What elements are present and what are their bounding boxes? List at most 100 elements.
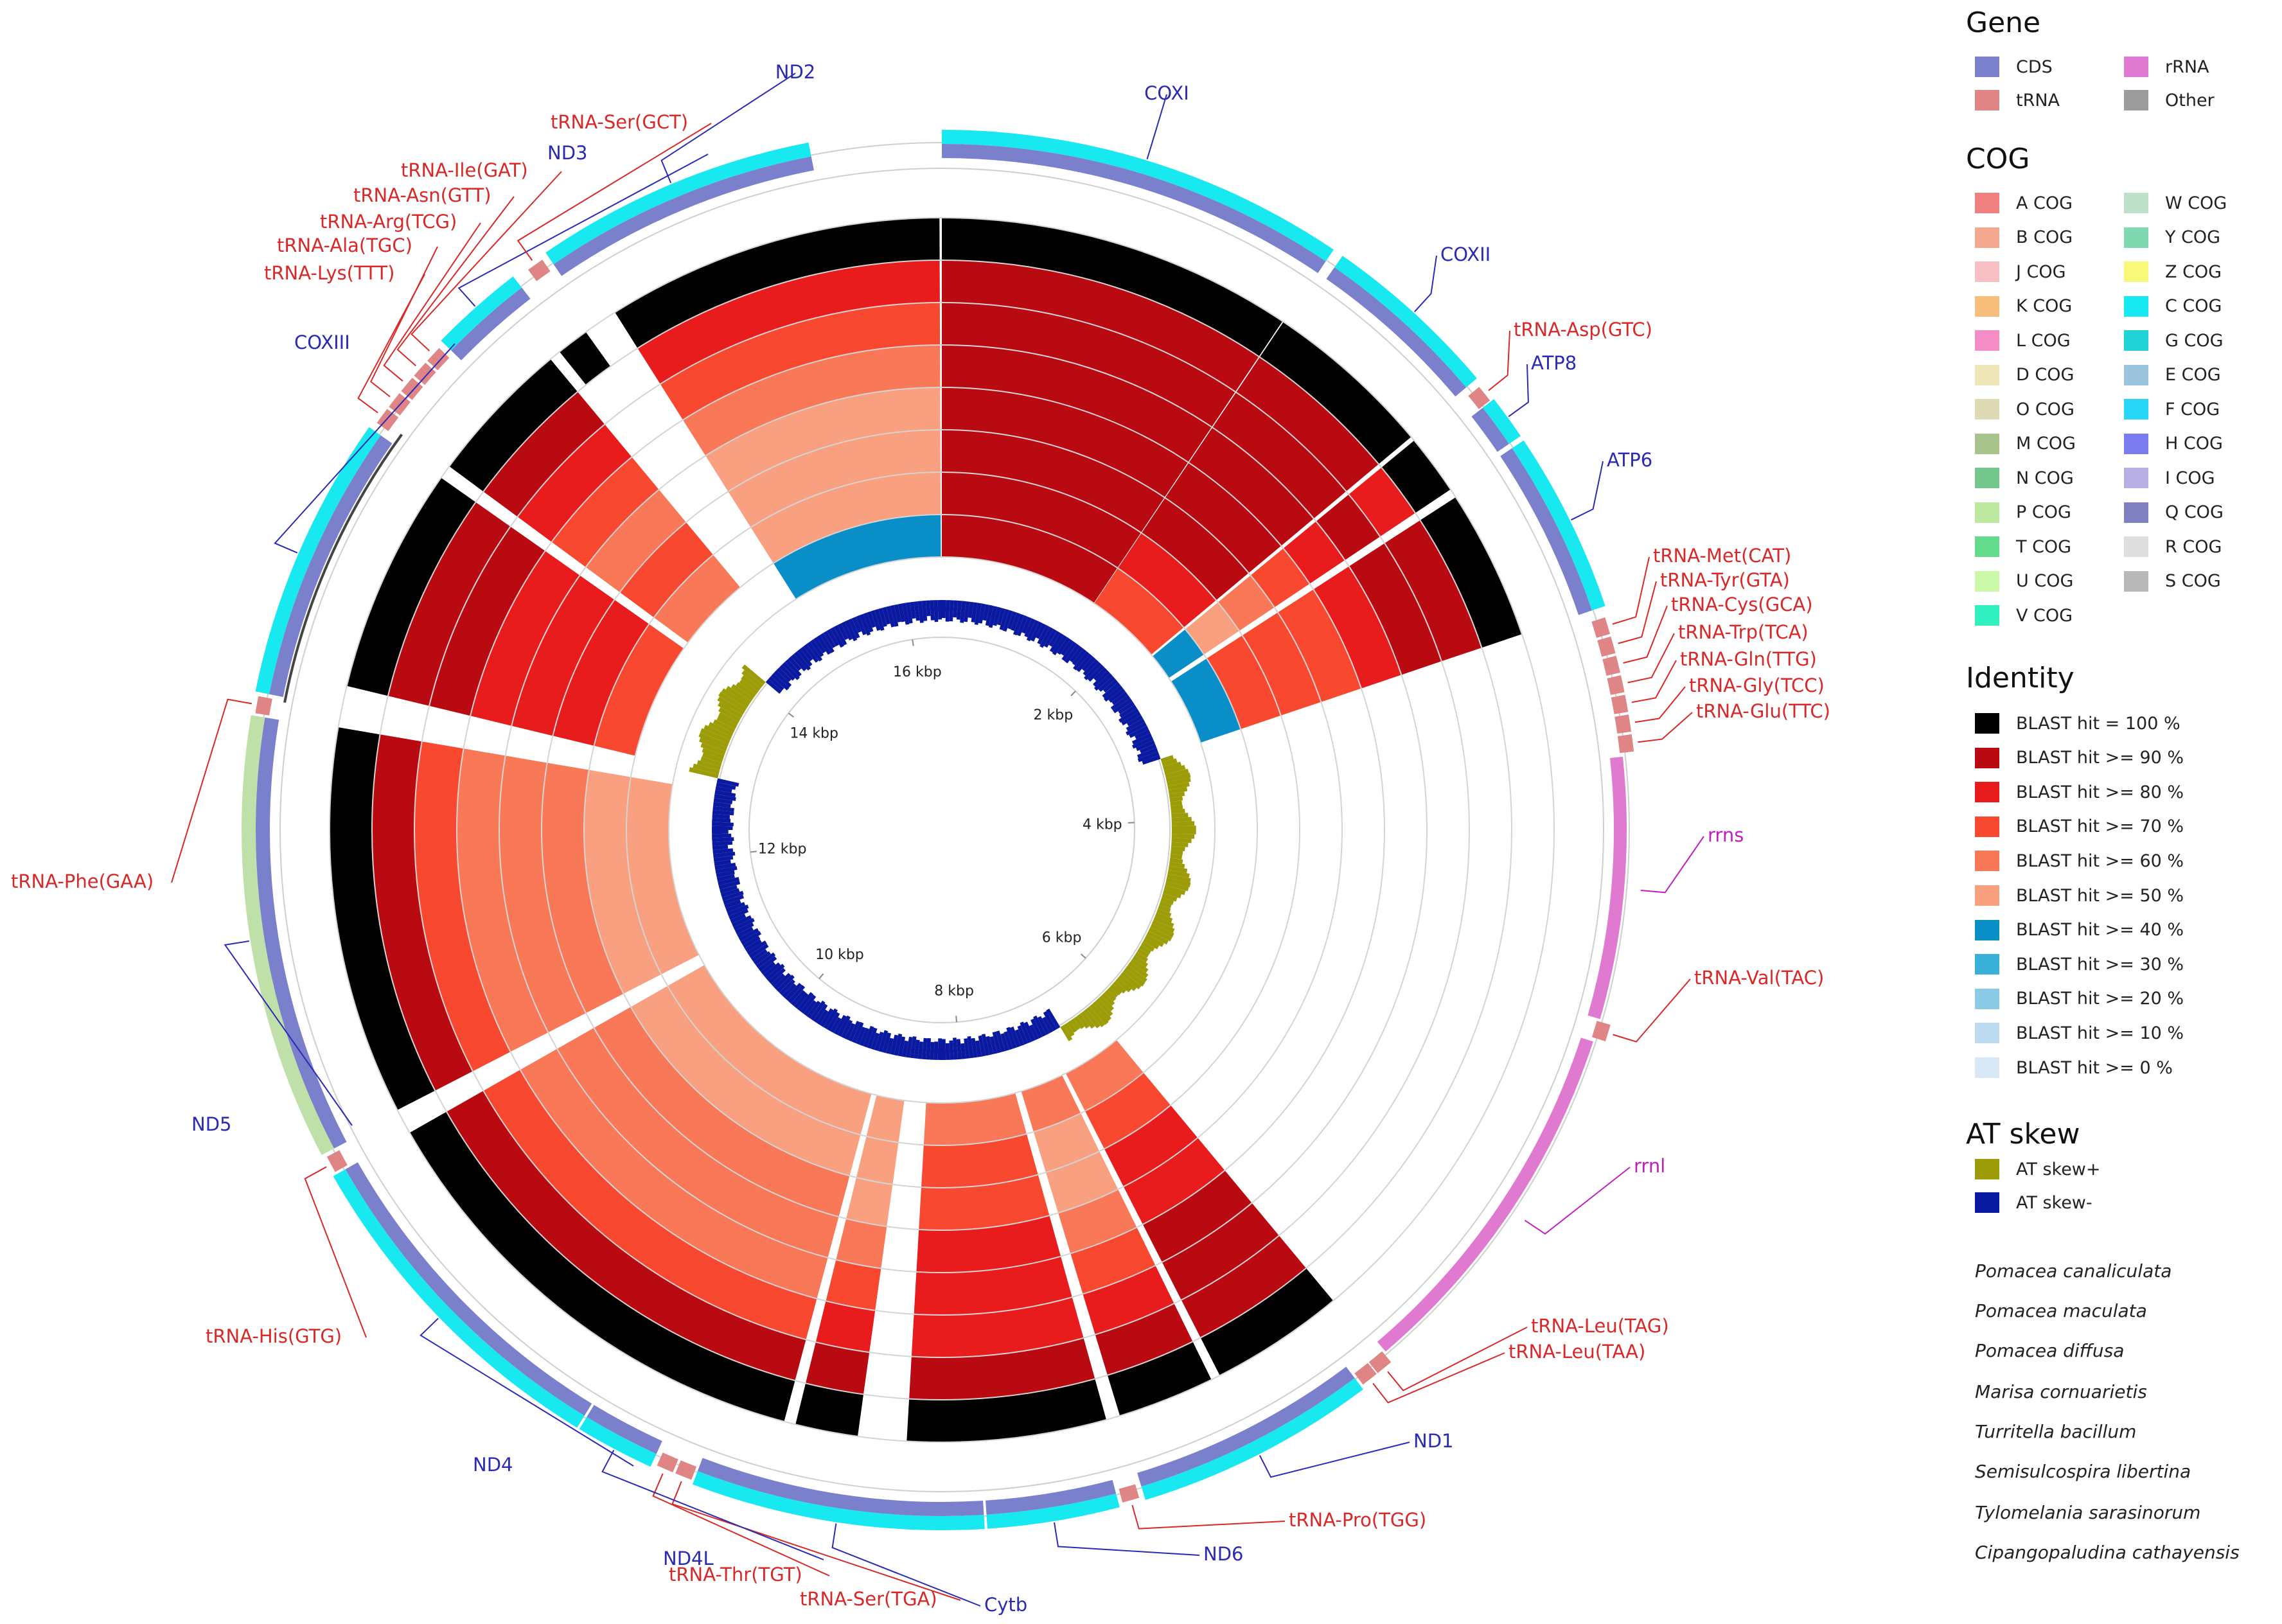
at-skew-bar — [741, 675, 761, 692]
gene-label: tRNA-Leu(TAG) — [1531, 1315, 1669, 1337]
legend-swatch — [1975, 570, 1999, 592]
blast-hit-segment — [942, 345, 1212, 463]
legend-item: BLAST hit >= 60 % — [1975, 851, 2184, 872]
blast-hit-segment — [557, 1028, 839, 1258]
gene-label: ATP6 — [1607, 449, 1652, 471]
gene-label: ND5 — [191, 1113, 231, 1135]
gene-leader-line — [1488, 330, 1510, 391]
cog-block — [1482, 399, 1521, 444]
gene-leader-line — [1571, 461, 1604, 521]
kbp-tick-label: 4 kbp — [1083, 816, 1122, 833]
at-skew-bar — [1043, 1011, 1057, 1032]
legend-swatch — [1975, 954, 1999, 975]
gene-leader-line — [1054, 1522, 1200, 1556]
kbp-tick — [1070, 691, 1076, 696]
species-label: Marisa cornuarietis — [1975, 1381, 2147, 1402]
at-skew-bar — [791, 653, 807, 671]
blast-hit-segment — [1171, 658, 1241, 743]
at-skew-bar — [1108, 688, 1126, 703]
at-skew-bar — [949, 1040, 954, 1060]
ring-guide — [414, 302, 1470, 1358]
at-skew-bar — [953, 600, 958, 618]
blast-hit-segment — [1277, 589, 1361, 702]
legend-item: BLAST hit >= 90 % — [1975, 747, 2184, 768]
at-skew-bar — [718, 880, 741, 890]
cog-ring — [242, 130, 1605, 1531]
at-skew-bar — [827, 628, 840, 647]
at-skew-bar — [712, 848, 734, 854]
blast-hit-segment — [660, 303, 941, 420]
gene-leader-line — [171, 698, 252, 883]
gene-block — [587, 1405, 662, 1454]
at-skew-bar — [763, 962, 781, 978]
cog-block — [942, 130, 1334, 261]
at-skew-bar — [844, 620, 858, 642]
blast-hit-segment — [705, 387, 941, 492]
gene-block — [1611, 694, 1629, 714]
at-skew-bar — [689, 767, 719, 779]
gene-label: ND4 — [473, 1454, 513, 1476]
blast-hit-segment — [1084, 1072, 1171, 1149]
at-skew-bar — [1160, 755, 1174, 763]
cog-block — [255, 427, 381, 694]
at-skew-bar — [906, 1036, 913, 1058]
cog-block — [242, 715, 334, 1155]
at-skew-bar — [1167, 874, 1191, 883]
blast-hit-segment — [942, 515, 1118, 603]
at-skew-bar — [978, 603, 986, 624]
at-skew-bar — [771, 673, 790, 691]
at-skew-bar — [878, 1030, 889, 1052]
at-skew-bar — [949, 600, 954, 622]
blast-hit-segment — [942, 218, 1283, 357]
blast-hit-segment — [909, 1337, 1095, 1400]
at-skew-bar — [782, 662, 800, 680]
at-skew-bar — [978, 1035, 986, 1057]
at-skew-bar — [1169, 861, 1185, 869]
at-skew-bar — [1171, 830, 1196, 834]
legend-swatch — [2124, 502, 2148, 523]
blast-hit-segment — [346, 477, 476, 696]
at-skew-bar — [1158, 905, 1171, 913]
at-skew-bar — [1039, 626, 1054, 648]
blast-hit-segment — [826, 1260, 881, 1311]
at-skew-bar — [739, 679, 759, 695]
at-skew-bar — [1143, 938, 1160, 949]
at-skew-bar — [809, 639, 824, 657]
cog-block — [1334, 256, 1477, 388]
at-skew-bar — [1137, 747, 1158, 759]
legend-item: B COG — [1975, 227, 2073, 248]
at-skew-bar — [716, 870, 735, 878]
at-skew-bar — [712, 837, 734, 842]
at-skew-bar — [1130, 958, 1149, 973]
at-skew-bar — [713, 851, 736, 858]
legend-swatch — [1975, 919, 1999, 940]
at-skew-bar — [926, 600, 931, 617]
at-skew-bar — [1165, 768, 1189, 779]
gene-block — [1119, 1484, 1140, 1503]
at-skew-bar — [1046, 1009, 1061, 1029]
at-skew-bar — [721, 688, 749, 709]
legend-swatch — [1975, 536, 1999, 557]
blast-hit-segment — [1123, 1138, 1225, 1224]
blast-hit-segment — [1420, 497, 1522, 648]
gene-block — [255, 696, 272, 716]
at-skew-bar — [714, 860, 731, 866]
blast-hit-segment — [1316, 494, 1381, 560]
cog-block — [1141, 1378, 1363, 1500]
at-skew-bar — [968, 601, 974, 618]
legend-item: C COG — [2124, 296, 2222, 317]
at-skew-bar — [1171, 804, 1183, 810]
at-skew-bar — [942, 1039, 946, 1060]
blast-hit-segment — [560, 331, 611, 385]
at-skew-bar — [702, 752, 723, 763]
gene-leader-line — [1623, 605, 1668, 664]
at-skew-bar — [1093, 670, 1110, 687]
at-skew-bar — [1087, 664, 1105, 682]
at-skew-bar — [712, 806, 734, 812]
legend-item: N COG — [1975, 468, 2074, 488]
at-skew-bar — [700, 743, 726, 755]
at-skew-bar — [712, 825, 733, 830]
at-skew-bar — [985, 605, 994, 626]
kbp-tick-label: 10 kbp — [815, 947, 864, 963]
legend-item: M COG — [1975, 433, 2076, 454]
